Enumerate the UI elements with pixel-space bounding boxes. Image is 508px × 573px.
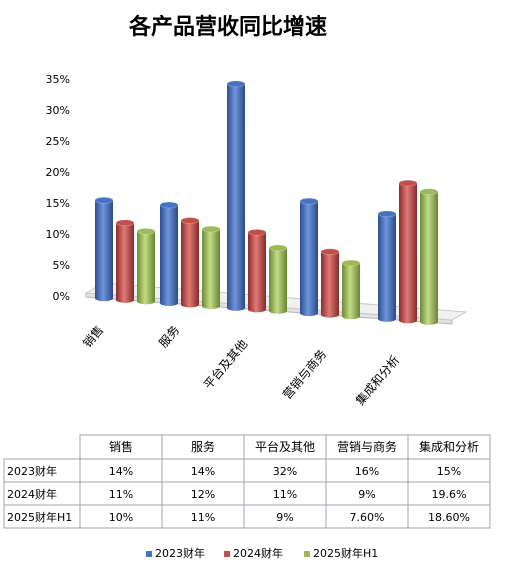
bar-top-1-2 <box>247 229 267 236</box>
table-cell: 9% <box>358 488 375 501</box>
table-cell: 11% <box>191 511 215 524</box>
table-cell: 19.6% <box>432 488 467 501</box>
table-row-header: 2024财年 <box>7 487 57 501</box>
bar-2-2 <box>269 247 287 314</box>
y-tick-label: 35% <box>46 73 70 86</box>
bar-0-0 <box>95 200 113 302</box>
table-cell: 18.60% <box>428 511 470 524</box>
bar-0-4 <box>378 213 396 322</box>
bar-0-2 <box>227 83 245 311</box>
table-cell: 14% <box>191 465 215 478</box>
bar-1-3 <box>321 251 339 318</box>
legend-label: 2025财年H1 <box>313 546 378 560</box>
bar-top-0-1 <box>159 201 179 209</box>
legend-label: 2023财年 <box>155 546 205 560</box>
bar-top-0-4 <box>377 210 397 218</box>
table-cell: 16% <box>355 465 379 478</box>
table-cell: 7.60% <box>350 511 385 524</box>
bar-top-1-3 <box>320 248 340 255</box>
table-cell: 12% <box>191 488 215 501</box>
y-axis: 0% 5% 10% 15% 20% 25% 30% 35% <box>46 73 70 303</box>
bar-top-0-3 <box>299 197 319 205</box>
table-header-cell: 服务 <box>191 439 215 454</box>
legend-label: 2024财年 <box>233 546 283 560</box>
table-row-header: 2025财年H1 <box>7 510 72 524</box>
category-label: 营销与商务 <box>279 346 329 402</box>
table-header-row <box>79 434 491 460</box>
table-row <box>3 481 491 506</box>
table-header-cell: 集成和分析 <box>419 439 479 454</box>
category-label: 平台及其他 <box>200 336 250 392</box>
table-header-cell: 销售 <box>109 439 133 454</box>
category-label: 销售 <box>79 322 106 350</box>
table-row <box>3 458 491 483</box>
table-row-header: 2023财年 <box>7 464 57 478</box>
chart-title: 各产品营收同比增速 <box>128 14 327 40</box>
legend: 2023财年 2024财年 2025财年H1 <box>146 546 378 560</box>
table-cell: 14% <box>109 465 133 478</box>
data-table: 销售 服务 平台及其他 营销与商务 集成和分析 2023财年 14% 14% 32% 16% 15%… <box>3 434 491 529</box>
bar-1-1 <box>181 220 199 308</box>
table-cell: 15% <box>437 465 461 478</box>
legend-swatch <box>304 551 310 557</box>
category-label: 集成和分析 <box>352 352 402 408</box>
table-cell: 9% <box>276 511 293 524</box>
bar-1-0 <box>116 222 134 303</box>
table-cell: 11% <box>109 488 133 501</box>
bar-top-2-1 <box>201 225 221 233</box>
table-cell: 32% <box>273 465 297 478</box>
bar-top-1-1 <box>180 217 200 224</box>
table-cell: 10% <box>109 511 133 524</box>
y-tick-label: 30% <box>46 104 70 117</box>
bar-2-1 <box>202 229 220 310</box>
table-header-cell: 营销与商务 <box>337 439 397 454</box>
bar-top-0-0 <box>94 197 114 204</box>
legend-swatch <box>224 551 230 557</box>
y-tick-label: 15% <box>46 197 70 210</box>
bar-2-3 <box>342 263 360 320</box>
category-label: 服务 <box>155 322 182 350</box>
bar-top-2-3 <box>341 259 361 267</box>
bar-top-2-4 <box>419 188 439 195</box>
bar-2-4 <box>420 191 438 325</box>
table-cell: 11% <box>273 488 297 501</box>
y-tick-label: 25% <box>46 135 70 148</box>
bar-top-0-2 <box>226 80 246 88</box>
bar-1-4 <box>399 183 417 324</box>
bar-0-3 <box>300 201 318 317</box>
bar-0-1 <box>160 205 178 307</box>
table-row <box>3 504 491 529</box>
y-tick-label: 5% <box>53 259 70 272</box>
bar-2-0 <box>137 231 155 305</box>
y-tick-label: 0% <box>53 290 70 303</box>
y-tick-label: 20% <box>46 166 70 179</box>
bar-top-1-0 <box>115 219 135 227</box>
legend-swatch <box>146 551 152 557</box>
bars <box>94 80 439 325</box>
bar-top-1-4 <box>398 179 418 187</box>
bar-1-2 <box>248 232 266 313</box>
y-tick-label: 10% <box>46 228 70 241</box>
bar-top-2-0 <box>136 228 156 235</box>
bar-top-2-2 <box>268 244 288 252</box>
table-header-cell: 平台及其他 <box>255 439 315 454</box>
